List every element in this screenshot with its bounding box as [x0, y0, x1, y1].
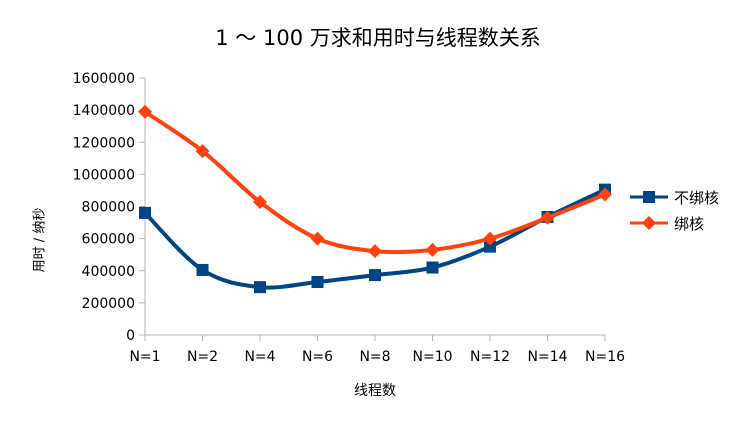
series-layer — [138, 104, 612, 294]
data-point — [369, 269, 381, 282]
data-point — [253, 195, 267, 210]
data-point — [254, 281, 266, 294]
legend-label-0: 不绑核 — [674, 188, 720, 207]
x-tick-label: N=16 — [585, 349, 625, 365]
data-point — [368, 244, 382, 259]
data-point — [139, 206, 151, 219]
x-tick-label: N=6 — [302, 349, 333, 365]
y-tick-label: 200000 — [82, 296, 135, 312]
y-tick-label: 1600000 — [73, 71, 135, 87]
legend: 不绑核 绑核 — [628, 186, 719, 238]
data-point — [310, 231, 325, 246]
series-line — [143, 109, 607, 255]
y-axis-ticks: 0 200000 400000 600000 800000 1000000 1200000 1… — [73, 71, 145, 344]
x-tick-label: N=12 — [470, 349, 510, 365]
data-point — [483, 231, 497, 246]
legend-item-1: 绑核 — [628, 212, 719, 234]
x-tick-label: N=8 — [359, 349, 390, 365]
x-tick-label: N=14 — [527, 349, 567, 365]
legend-item-0: 不绑核 — [628, 186, 719, 208]
data-point — [138, 104, 152, 119]
x-axis-ticks: N=1 N=2 N=4 N=6 N=8 N=10 N=12 N=14 N=16 — [129, 335, 625, 365]
legend-label-1: 绑核 — [674, 214, 705, 233]
legend-symbol-square-icon — [630, 191, 668, 203]
y-tick-label: 1200000 — [73, 135, 135, 151]
x-tick-label: N=1 — [129, 349, 160, 365]
y-tick-label: 1400000 — [73, 103, 135, 119]
x-tick-label: N=10 — [412, 349, 452, 365]
data-point — [196, 263, 209, 276]
data-point — [311, 275, 324, 288]
y-tick-label: 600000 — [82, 232, 135, 248]
x-tick-label: N=4 — [244, 349, 275, 365]
series-0 — [139, 183, 611, 294]
y-tick-label: 800000 — [82, 200, 135, 216]
y-tick-label: 0 — [126, 328, 135, 344]
series-1 — [138, 104, 612, 259]
chart-axes — [144, 78, 605, 336]
data-point — [425, 242, 440, 257]
x-axis-label: 线程数 — [354, 383, 396, 399]
legend-marker — [643, 191, 655, 203]
y-tick-label: 1000000 — [73, 167, 135, 183]
y-axis-label: 用时 / 纳秒 — [32, 207, 48, 273]
data-point — [540, 210, 555, 225]
legend-symbol-diamond-icon — [630, 216, 668, 230]
data-point — [484, 240, 496, 253]
data-point — [426, 261, 439, 274]
data-point — [598, 187, 612, 202]
data-point — [195, 144, 210, 159]
y-tick-label: 400000 — [82, 264, 135, 280]
chart-title: 1 ～ 100 万求和用时与线程数关系 — [215, 26, 541, 50]
legend-marker — [642, 216, 656, 230]
x-tick-label: N=2 — [187, 349, 218, 365]
